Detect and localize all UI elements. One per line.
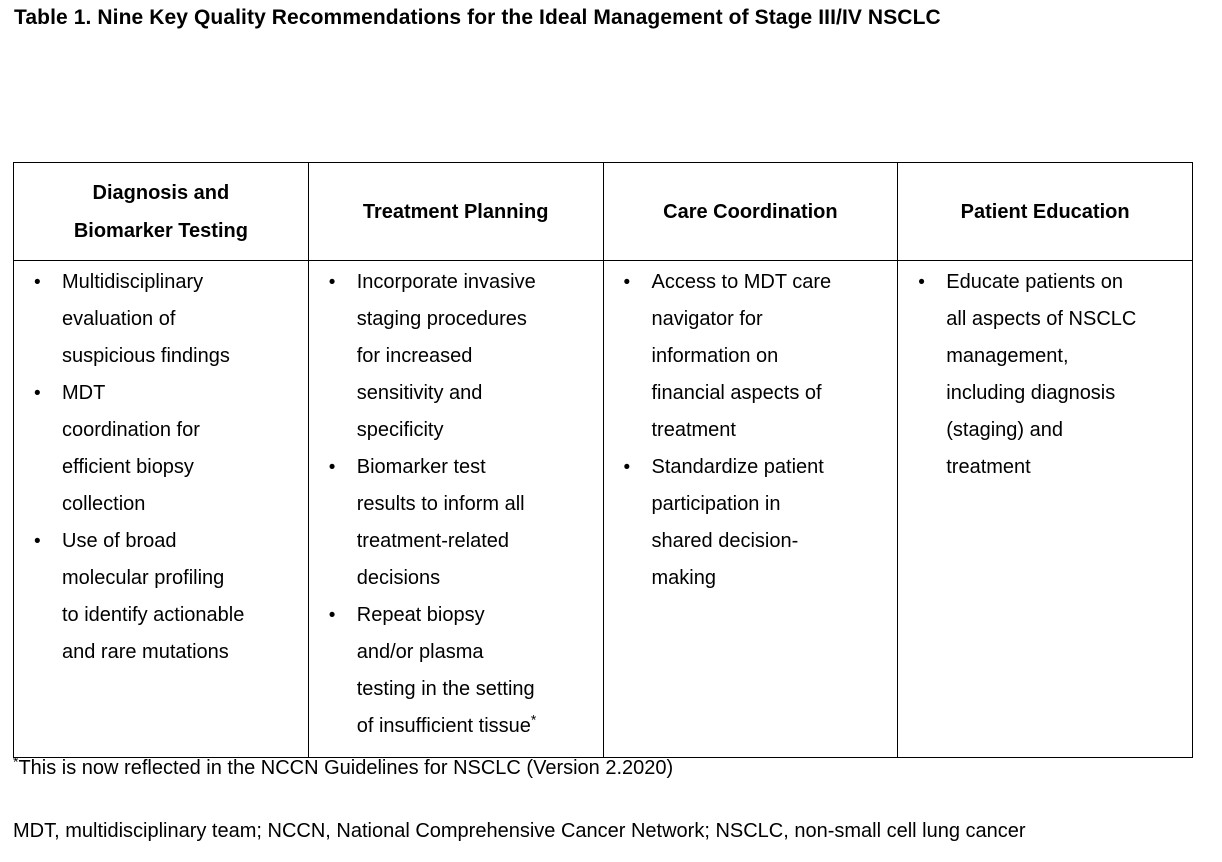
bullet-text: Incorporate invasive staging procedures … [357,264,536,449]
bullet-item: • Access to MDT care navigator for infor… [624,264,894,449]
bullet-text: Access to MDT care navigator for informa… [652,264,832,449]
bullet-icon: • [623,457,631,478]
footnote: *This is now reflected in the NCCN Guide… [13,754,674,780]
bullet-icon: • [328,457,336,478]
bullet-item: • Repeat biopsy and/or plasma testing in… [329,597,599,745]
body-cell-diagnosis-biomarker: • Multidisciplinary evaluation of suspic… [13,260,309,758]
body-cell-patient-education: • Educate patients on all aspects of NSC… [897,260,1193,758]
bullet-text: Repeat biopsy and/or plasma testing in t… [357,597,537,745]
bullet-text: Multidisciplinary evaluation of suspicio… [62,264,230,375]
bullet-icon: • [34,531,41,552]
bullet-text-content: MDT coordination for efficient biopsy co… [62,382,200,515]
body-row: • Multidisciplinary evaluation of suspic… [13,260,1193,758]
bullet-item: • Incorporate invasive staging procedure… [329,264,599,449]
bullet-text-content: Repeat biopsy and/or plasma testing in t… [356,604,535,737]
bullet-text-content: Educate patients on all aspects of NSCLC… [946,271,1137,478]
bullet-item: • Use of broad molecular profiling to id… [34,523,304,671]
bullet-text: Standardize patient participation in sha… [652,449,824,597]
abbreviations-text: MDT, multidisciplinary team; NCCN, Natio… [13,820,1026,842]
bullet-item: • Standardize patient participation in s… [624,449,894,597]
bullet-text-content: Multidisciplinary evaluation of suspicio… [62,271,230,367]
header-row: Diagnosis and Biomarker Testing Treatmen… [13,162,1193,261]
bullet-icon: • [328,605,336,626]
body-cell-care-coordination: • Access to MDT care navigator for infor… [602,260,899,758]
header-cell-diagnosis-biomarker: Diagnosis and Biomarker Testing [13,162,309,261]
bullet-text-content: Access to MDT care navigator for informa… [651,271,832,441]
bullet-item: • Educate patients on all aspects of NSC… [918,264,1188,486]
bullet-icon: • [623,272,631,293]
body-cell-treatment-planning: • Incorporate invasive staging procedure… [307,260,604,758]
bullet-text: MDT coordination for efficient biopsy co… [62,375,200,523]
header-cell-care-coordination: Care Coordination [602,162,899,261]
recommendations-table: Diagnosis and Biomarker Testing Treatmen… [13,162,1193,758]
bullet-text: Use of broad molecular profiling to iden… [62,523,244,671]
bullet-text: Educate patients on all aspects of NSCLC… [946,264,1136,486]
bullet-item: • Biomarker test results to inform all t… [329,449,599,597]
bullet-text-content: Use of broad molecular profiling to iden… [62,530,245,663]
bullet-text-content: Standardize patient participation in sha… [651,456,824,589]
header-cell-treatment-planning: Treatment Planning [307,162,604,261]
bullet-text-content: Incorporate invasive staging procedures … [356,271,536,441]
bullet-icon: • [34,383,41,404]
bullet-icon: • [34,272,41,293]
bullet-text-content: Biomarker test results to inform all tre… [356,456,525,589]
bullet-text: Biomarker test results to inform all tre… [357,449,525,597]
footnote-text: This is now reflected in the NCCN Guidel… [18,757,674,779]
footnote-marker: * [530,711,537,728]
header-cell-patient-education: Patient Education [897,162,1193,261]
table-caption: Table 1. Nine Key Quality Recommendation… [14,6,941,29]
bullet-icon: • [918,272,925,293]
bullet-item: • MDT coordination for efficient biopsy … [34,375,304,523]
bullet-icon: • [328,272,336,293]
footnote-asterisk: * [13,753,19,770]
bullet-item: • Multidisciplinary evaluation of suspic… [34,264,304,375]
